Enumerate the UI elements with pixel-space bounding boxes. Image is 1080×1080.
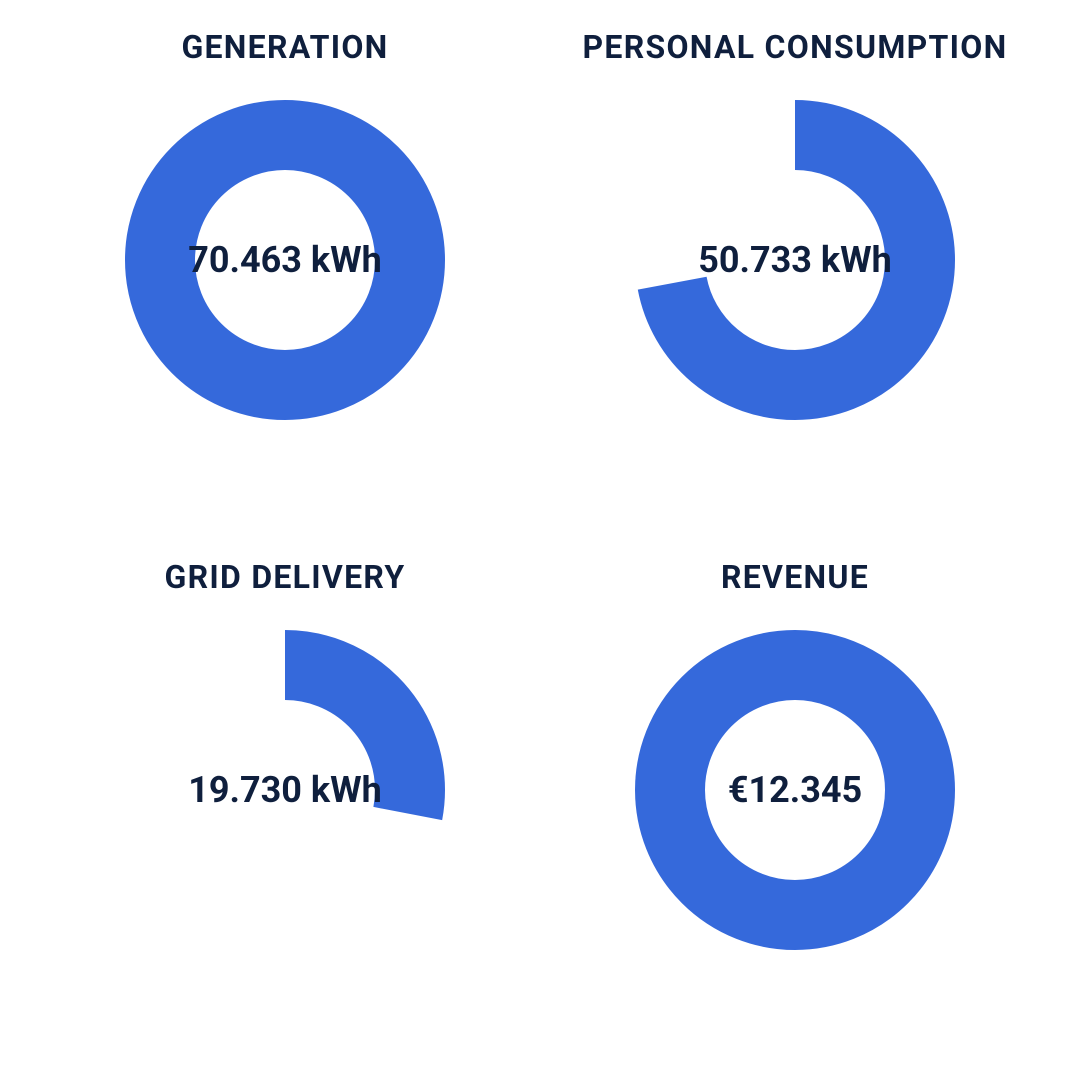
- panel-value: 70.463 kWh: [188, 239, 382, 281]
- panel-value: 19.730 kWh: [188, 769, 382, 811]
- panel-personal-consumption: PERSONAL CONSUMPTION 50.733 kWh: [550, 20, 1040, 510]
- panel-title: PERSONAL CONSUMPTION: [583, 28, 1008, 66]
- panel-value: €12.345: [728, 769, 862, 811]
- panel-grid-delivery: GRID DELIVERY 19.730 kWh: [40, 550, 530, 1040]
- donut-chart-grid-delivery: 19.730 kWh: [115, 620, 455, 960]
- metrics-grid: GENERATION 70.463 kWh PERSONAL CONSUMPTI…: [0, 0, 1080, 1080]
- panel-title: REVENUE: [721, 558, 869, 596]
- donut-chart-generation: 70.463 kWh: [115, 90, 455, 430]
- panel-revenue: REVENUE €12.345: [550, 550, 1040, 1040]
- panel-title: GRID DELIVERY: [165, 558, 406, 596]
- panel-generation: GENERATION 70.463 kWh: [40, 20, 530, 510]
- donut-chart-revenue: €12.345: [625, 620, 965, 960]
- donut-chart-personal-consumption: 50.733 kWh: [625, 90, 965, 430]
- panel-value: 50.733 kWh: [698, 239, 892, 281]
- panel-title: GENERATION: [181, 28, 388, 66]
